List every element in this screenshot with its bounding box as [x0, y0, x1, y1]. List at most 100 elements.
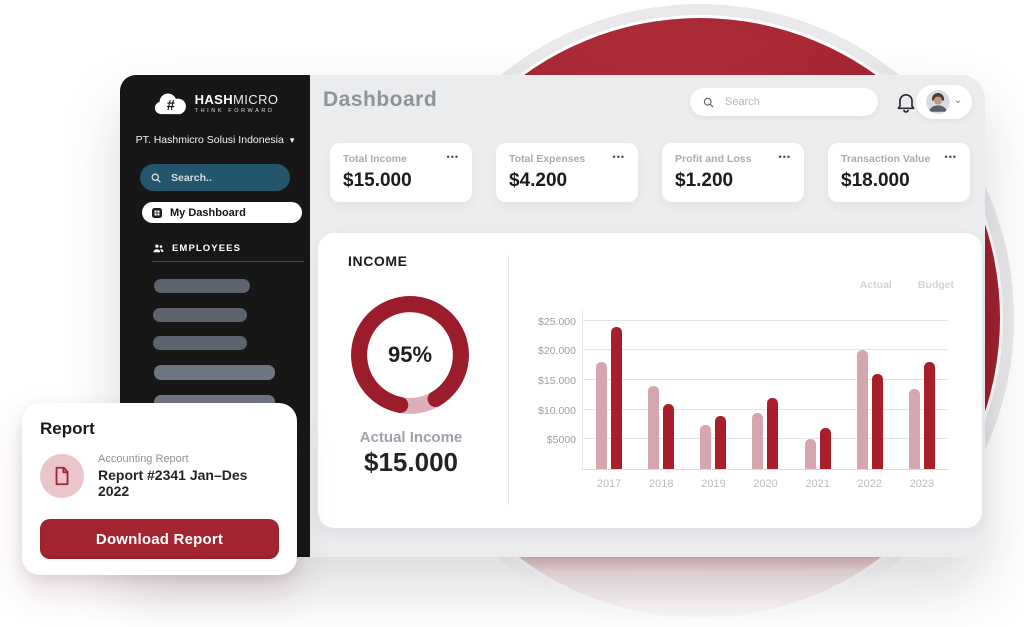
- income-panel-title: INCOME: [348, 253, 408, 269]
- sidebar-search-input[interactable]: [169, 170, 280, 185]
- bar-budget-2022: [871, 374, 883, 469]
- bar-pair: [700, 415, 727, 469]
- gridline: [583, 408, 948, 410]
- bar-pair: [908, 362, 935, 469]
- bar-actual-2023: [908, 389, 920, 469]
- report-file-row: Accounting Report Report #2341 Jan–Des 2…: [40, 453, 279, 499]
- stat-label: Profit and Loss: [675, 153, 752, 165]
- x-tick-label: 2023: [909, 478, 935, 490]
- y-tick-label: $10.000: [538, 404, 576, 417]
- company-selector[interactable]: PT. Hashmicro Solusi Indonesia ▾: [120, 134, 310, 146]
- brand-name: HASHMICRO: [194, 92, 279, 108]
- stat-label: Transaction Value: [841, 153, 931, 165]
- stat-label: Total Expenses: [509, 153, 586, 165]
- sidebar-section-label: EMPLOYEES: [172, 243, 242, 254]
- sidebar-item-label: My Dashboard: [170, 206, 246, 219]
- notifications-button[interactable]: [894, 90, 918, 114]
- bar-group-2020: 2020: [739, 310, 791, 490]
- header-search[interactable]: [690, 88, 878, 116]
- skeleton-bar: [153, 336, 247, 350]
- chevron-down-icon: ⌄: [953, 94, 963, 106]
- stat-card-total-expenses: Total Expenses ••• $4.200: [496, 143, 638, 202]
- stat-value: $1.200: [675, 170, 734, 191]
- bar-pair: [804, 427, 831, 469]
- bar-actual-2022: [856, 350, 868, 469]
- sidebar-section-employees[interactable]: EMPLOYEES: [152, 242, 241, 255]
- skeleton-bar: [154, 365, 275, 380]
- page-title: Dashboard: [323, 88, 438, 111]
- x-tick-label: 2019: [701, 478, 726, 490]
- bar-groups: 2017 2018 2019 2020 2021 2022 2023: [583, 310, 948, 490]
- gridline: [583, 349, 948, 351]
- actual-income-label: Actual Income: [359, 429, 463, 446]
- user-menu[interactable]: ⌄: [916, 85, 972, 119]
- bar-pair: [752, 397, 779, 469]
- y-tick-label: $20.000: [538, 345, 576, 358]
- sidebar-divider: [152, 261, 304, 262]
- x-tick-label: 2020: [753, 478, 778, 490]
- income-donut-chart: 95%: [344, 289, 476, 421]
- stats-row: Total Income ••• $15.000 Total Expenses ••…: [330, 143, 970, 202]
- x-tick-label: 2018: [648, 478, 674, 490]
- employees-icon: [153, 244, 164, 253]
- donut-percent-label: 95%: [387, 342, 433, 367]
- company-name: PT. Hashmicro Solusi Indonesia: [135, 134, 284, 146]
- more-options-icon[interactable]: •••: [944, 152, 957, 162]
- bar-budget-2019: [715, 415, 727, 469]
- report-file-type: Accounting Report: [98, 453, 189, 465]
- income-panel: INCOME 95% Actual Income $15.000 Actual: [318, 233, 982, 528]
- stat-value: $18.000: [841, 170, 910, 191]
- y-tick-label: $15.000: [538, 375, 576, 388]
- bar-group-2022: 2022: [844, 310, 896, 490]
- search-icon: [703, 97, 714, 107]
- actual-income-block: Actual Income $15.000: [320, 429, 502, 478]
- x-tick-label: 2022: [857, 478, 883, 490]
- bar-budget-2018: [663, 403, 675, 469]
- stat-card-total-income: Total Income ••• $15.000: [330, 143, 472, 202]
- stat-card-profit-and-loss: Profit and Loss ••• $1.200: [662, 143, 804, 202]
- report-card: Report Accounting Report Report #2341 Ja…: [22, 403, 297, 575]
- bar-actual-2021: [804, 439, 816, 469]
- stat-label: Total Income: [343, 153, 407, 165]
- gridline: [583, 438, 948, 440]
- report-file-texts: Accounting Report Report #2341 Jan–Des 2…: [98, 453, 279, 499]
- bar-actual-2020: [752, 412, 764, 469]
- bar-budget-2017: [611, 326, 623, 469]
- bar-group-2017: 2017: [583, 310, 635, 490]
- bar-chart: Actual Budget $25.000 $20.000 $15.000 $10.0…: [518, 233, 982, 528]
- svg-text:#: #: [166, 98, 175, 114]
- main-panel: Dashboard ⌄ Total Income ••• $15.000: [310, 75, 985, 557]
- legend-item-actual: Actual: [859, 279, 892, 291]
- bar-actual-2018: [648, 386, 660, 469]
- document-icon: [55, 466, 69, 486]
- bar-pair: [856, 350, 883, 469]
- bar-actual-2019: [700, 424, 712, 469]
- bar-pair: [648, 386, 675, 469]
- avatar: [925, 90, 950, 114]
- document-icon-badge: [40, 454, 84, 498]
- bar-group-2021: 2021: [792, 310, 844, 490]
- search-icon: [151, 173, 161, 183]
- caret-down-icon: ▾: [289, 135, 295, 145]
- more-options-icon[interactable]: •••: [446, 152, 459, 162]
- brand-text: HASHMICRO THINK FORWARD: [195, 93, 279, 115]
- stat-value: $15.000: [343, 170, 412, 191]
- x-tick-label: 2021: [805, 478, 830, 490]
- more-options-icon[interactable]: •••: [612, 152, 625, 162]
- more-options-icon[interactable]: •••: [778, 152, 791, 162]
- sidebar-item-my-dashboard[interactable]: My Dashboard: [142, 202, 302, 223]
- bell-icon: [897, 93, 915, 113]
- report-card-title: Report: [40, 419, 95, 438]
- bar-budget-2023: [923, 362, 935, 469]
- sidebar-search[interactable]: [140, 164, 290, 191]
- bar-group-2019: 2019: [687, 310, 739, 490]
- report-file-name: Report #2341 Jan–Des 2022: [98, 467, 248, 499]
- header-search-input[interactable]: [723, 95, 866, 109]
- actual-income-value: $15.000: [364, 447, 458, 477]
- stat-card-transaction-value: Transaction Value ••• $18.000: [828, 143, 970, 202]
- download-report-button[interactable]: Download Report: [40, 519, 279, 559]
- y-tick-label: $5000: [546, 434, 576, 447]
- gridline: [583, 379, 948, 381]
- chart-legend: Actual Budget: [860, 279, 954, 291]
- skeleton-bar: [154, 279, 250, 293]
